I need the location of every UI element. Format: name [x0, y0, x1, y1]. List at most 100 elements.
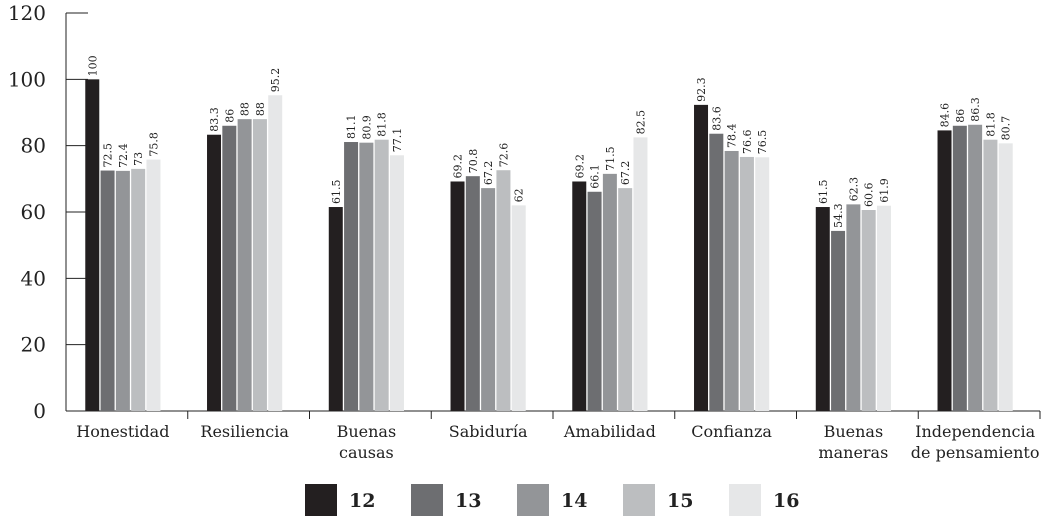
data-label: 81.8 — [376, 112, 389, 137]
data-label: 66.1 — [589, 164, 602, 189]
category-label: Confianza — [691, 422, 772, 441]
bar-13 — [465, 176, 480, 411]
bar-14 — [115, 170, 130, 411]
bar-13 — [831, 230, 846, 411]
data-label: 71.5 — [604, 146, 617, 171]
data-label: 72.4 — [117, 143, 130, 168]
data-label: 78.4 — [726, 123, 739, 148]
data-label: 62.3 — [847, 177, 860, 202]
category-label: Sabiduría — [449, 422, 528, 441]
bar-14 — [359, 142, 374, 411]
y-tick-label: 80 — [21, 134, 46, 158]
legend-swatch-13 — [411, 484, 443, 516]
bar-13 — [952, 125, 967, 412]
legend-label: 15 — [667, 490, 693, 512]
bar-15 — [618, 188, 633, 411]
bar-14 — [237, 119, 252, 411]
data-label: 70.8 — [467, 149, 480, 174]
bar-15 — [496, 170, 511, 411]
legend-label: 12 — [349, 490, 375, 512]
category-label: maneras — [818, 443, 888, 462]
y-tick-label: 0 — [33, 399, 46, 423]
bar-12 — [85, 79, 100, 411]
data-label: 61.5 — [330, 180, 343, 205]
data-label: 80.7 — [1000, 116, 1013, 141]
data-label: 84.6 — [939, 103, 952, 128]
data-label: 95.2 — [269, 68, 282, 93]
bar-12 — [694, 104, 709, 411]
data-label: 100 — [86, 55, 99, 76]
data-label: 83.3 — [208, 107, 221, 132]
y-tick-label: 100 — [8, 67, 46, 91]
category-label: Buenas — [824, 422, 884, 441]
data-label: 54.3 — [832, 203, 845, 228]
data-label: 76.6 — [741, 129, 754, 154]
legend-swatch-14 — [517, 484, 549, 516]
category-label: Amabilidad — [563, 422, 656, 441]
category-label: Resiliencia — [200, 422, 289, 441]
data-label: 62 — [513, 188, 526, 202]
y-tick-label: 60 — [21, 200, 46, 224]
bar-16 — [511, 205, 526, 411]
bar-15 — [739, 156, 754, 411]
y-tick-label: 120 — [8, 1, 46, 25]
bar-13 — [222, 125, 237, 412]
data-label: 82.5 — [634, 110, 647, 135]
bar-12 — [328, 207, 343, 411]
bar-15 — [252, 119, 267, 411]
bar-15 — [131, 168, 146, 411]
category-label: Independencia — [915, 422, 1035, 441]
bar-15 — [861, 210, 876, 411]
category-label: Buenas — [337, 422, 397, 441]
data-label: 76.5 — [756, 130, 769, 155]
data-label: 60.6 — [863, 183, 876, 208]
bar-12 — [815, 207, 830, 411]
bar-14 — [846, 204, 861, 411]
bar-14 — [968, 124, 983, 411]
bar-12 — [937, 130, 952, 411]
data-label: 75.8 — [147, 132, 160, 157]
axes: 0 20 40 60 80 100 120 Honestidad Resiliencia Buen… — [8, 1, 1041, 462]
bar-14 — [481, 188, 496, 411]
legend-label: 13 — [455, 490, 481, 512]
bar-13 — [344, 142, 359, 412]
data-label: 72.6 — [497, 143, 510, 168]
data-label: 86 — [954, 109, 967, 123]
bar-13 — [709, 133, 724, 411]
category-label: causas — [339, 443, 394, 462]
data-label: 80.9 — [360, 115, 373, 140]
bar-14 — [724, 150, 739, 411]
bar-16 — [755, 157, 770, 411]
data-label: 88 — [254, 102, 267, 116]
data-label: 67.2 — [619, 161, 632, 186]
bar-15 — [374, 139, 389, 412]
bar-13 — [587, 191, 602, 411]
data-label: 81.1 — [345, 115, 358, 140]
data-label: 61.5 — [817, 180, 830, 205]
y-tick-label: 20 — [21, 333, 46, 357]
data-label: 73 — [132, 152, 145, 166]
bar-16 — [633, 137, 648, 411]
data-label: 69.2 — [573, 154, 586, 179]
category-label: Honestidad — [76, 422, 169, 441]
bar-16 — [876, 205, 891, 411]
legend-swatch-15 — [623, 484, 655, 516]
y-tick-label: 40 — [21, 266, 46, 290]
legend-swatch-16 — [729, 484, 761, 516]
bar-16 — [998, 143, 1013, 411]
bar-16 — [389, 155, 404, 411]
legend-label: 14 — [561, 490, 587, 512]
data-label: 77.1 — [391, 128, 404, 153]
data-label: 86 — [223, 109, 236, 123]
bar-16 — [268, 95, 283, 412]
data-label: 72.5 — [102, 143, 115, 168]
legend-swatch-12 — [305, 484, 337, 516]
data-label: 81.8 — [984, 112, 997, 137]
data-label: 92.3 — [695, 77, 708, 102]
legend-label: 16 — [773, 490, 799, 512]
bar-15 — [983, 139, 998, 412]
bar-12 — [450, 181, 465, 411]
bar-12 — [572, 181, 587, 411]
